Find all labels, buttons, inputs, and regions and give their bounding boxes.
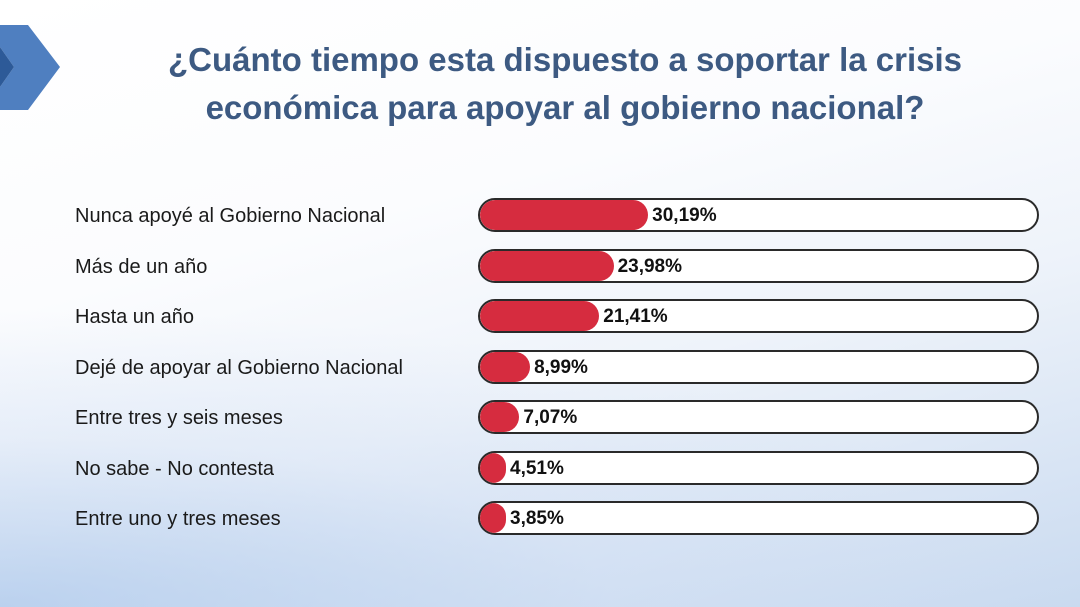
category-label: No sabe - No contesta (75, 457, 274, 480)
bar-fill (480, 250, 614, 281)
value-label: 30,19% (652, 205, 717, 226)
value-label: 7,07% (523, 407, 578, 428)
bar-row: Entre tres y seis meses 7,07% (0, 399, 1080, 437)
category-label: Dejé de apoyar al Gobierno Nacional (75, 356, 403, 379)
bar-fill (480, 503, 506, 533)
bar-row: Hasta un año 21,41% (0, 298, 1080, 336)
chevron-logo-icon (0, 25, 60, 110)
bar-track (478, 248, 1039, 283)
bar-track (478, 450, 1039, 485)
bar-row: Dejé de apoyar al Gobierno Nacional 8,99% (0, 349, 1080, 387)
bar-row: Más de un año 23,98% (0, 248, 1080, 286)
value-label: 21,41% (603, 306, 668, 327)
category-label: Nunca apoyé al Gobierno Nacional (75, 205, 386, 227)
bar-track (478, 400, 1039, 434)
bar-row: No sabe - No contesta 4,51% (0, 450, 1080, 488)
category-label: Más de un año (75, 255, 208, 278)
bar-track (478, 198, 1039, 232)
bar-fill (480, 301, 600, 331)
bar-row: Entre uno y tres meses 3,85% (0, 500, 1080, 538)
bar-fill (480, 200, 649, 230)
bar-track (478, 501, 1039, 535)
value-label: 8,99% (534, 356, 588, 378)
bar-track (478, 299, 1039, 333)
category-label: Entre uno y tres meses (75, 508, 281, 530)
category-label: Hasta un año (75, 306, 194, 328)
bar-track (478, 349, 1039, 384)
chart-title: ¿Cuánto tiempo esta dispuesto a soportar… (167, 41, 962, 126)
bar-fill (480, 351, 531, 382)
category-label: Entre tres y seis meses (75, 407, 283, 429)
value-label: 4,51% (510, 457, 564, 479)
bar-row: Nunca apoyé al Gobierno Nacional 30,19% (0, 197, 1080, 235)
bar-fill (480, 452, 506, 483)
value-label: 3,85% (510, 508, 564, 529)
bar-fill (480, 402, 520, 432)
value-label: 23,98% (617, 255, 683, 277)
